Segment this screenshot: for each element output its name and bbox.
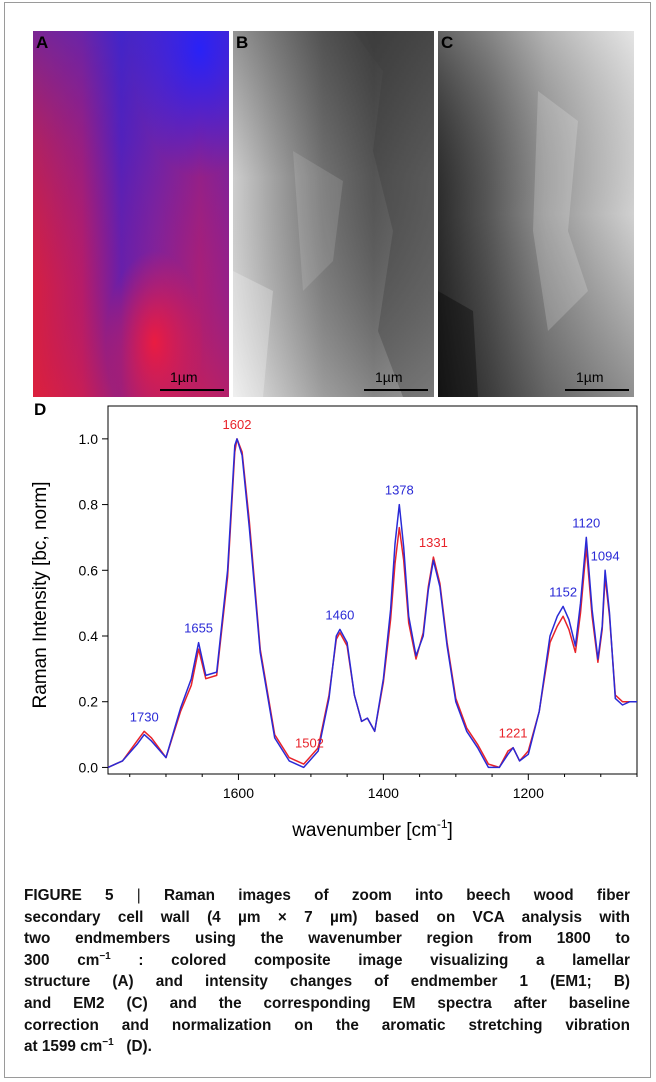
caption-line-3: two endmembers using the wavenumber regi… [24,930,630,948]
peak-label: 1331 [419,535,448,550]
y-tick-label: 0.4 [79,628,99,644]
peak-label: 1221 [499,726,528,741]
caption-line-2: secondary cell wall (4 µm × 7 µm) based … [24,908,630,926]
peak-label: 1120 [572,515,600,530]
spectrum-line-1 [107,438,637,769]
peak-labels: 1730 1655 1602 1502 1460 1378 1331 1221 1152 1120… [130,417,620,751]
x-axis-label-superscript: -1 [437,817,448,831]
x-tick-label: 1400 [368,785,399,801]
panel-c-texture [438,31,634,397]
peak-label: 1502 [295,736,324,751]
panel-b-scale-bar [364,389,428,391]
panel-a-scale-bar [160,389,224,391]
figure-caption: FIGURE 5 | Raman images of zoom into bee… [24,885,630,1058]
caption-text-8b: (D). [113,1038,152,1056]
panel-c-scale-bar [565,389,629,391]
peak-label: 1655 [184,621,213,636]
plot-frame [107,405,638,775]
peak-label: 1460 [325,607,354,622]
panel-c-image: C 1µm [438,31,634,397]
spectrum-line-2 [107,438,637,769]
x-tick-label: 1600 [223,785,254,801]
peak-label: 1152 [549,584,577,599]
y-tick-label: 0.8 [79,497,99,513]
caption-text-4b: : colored composite image visualizing a … [110,951,630,969]
panel-a-texture [33,31,229,397]
y-tick-label: 0.6 [79,562,99,578]
spectrum-chart: 0.0 0.2 0.4 0.6 0.8 1.0 1600 1400 1200 1730 1655… [30,405,638,841]
y-tick-label: 1.0 [79,431,99,447]
x-axis-label-suffix: ] [448,820,453,841]
panel-c-scale-label: 1µm [576,369,604,385]
figure-frame [4,2,651,1078]
panel-a-letter: A [36,33,49,52]
caption-text-8a: at 1599 cm [24,1038,103,1056]
y-axis-label: Raman Intensity [bc, norm] [30,481,51,708]
caption-line-4: 300 cm−1 : colored composite image visua… [24,950,630,972]
panel-a-image: A 1µm [33,31,229,397]
caption-line-1: FIGURE 5 | Raman images of zoom into bee… [24,885,630,907]
caption-text-4a: 300 cm [24,951,100,969]
x-axis-label-text: wavenumber [cm [291,820,437,841]
peak-label: 1730 [130,709,159,724]
series-lines [107,438,637,769]
y-tick-label: 0.2 [79,694,99,710]
caption-line-7: correction and normalization on the arom… [24,1016,630,1034]
panel-b-texture [233,31,434,397]
x-axis-ticks: 1600 1400 1200 [129,774,638,801]
caption-line-8: at 1599 cm−1 (D). [24,1036,630,1058]
peak-label: 1602 [223,417,252,432]
panel-b-letter: B [236,33,249,52]
caption-text-1: Raman images of zoom into beech wood fib… [163,887,631,904]
caption-figure-label: FIGURE 5 [24,887,114,904]
peak-label: 1094 [591,548,620,563]
x-axis-label: wavenumber [cm-1] [291,817,453,841]
x-tick-label: 1200 [513,785,544,801]
caption-line-5: structure (A) and intensity changes of e… [24,973,630,991]
y-tick-label: 0.0 [79,759,99,775]
caption-sup-4: −1 [99,950,111,962]
panel-d-letter: D [34,400,47,419]
peak-label: 1378 [385,483,414,498]
caption-line-6: and EM2 (C) and the corresponding EM spe… [24,994,630,1012]
panel-b-scale-label: 1µm [375,369,403,385]
caption-separator: | [136,887,141,904]
caption-sup-8: −1 [102,1037,114,1049]
panel-a-scale-label: 1µm [170,369,198,385]
y-axis-ticks: 0.0 0.2 0.4 0.6 0.8 1.0 [79,431,108,775]
panel-b-image: B 1µm [233,31,434,397]
panel-c-letter: C [441,33,454,52]
